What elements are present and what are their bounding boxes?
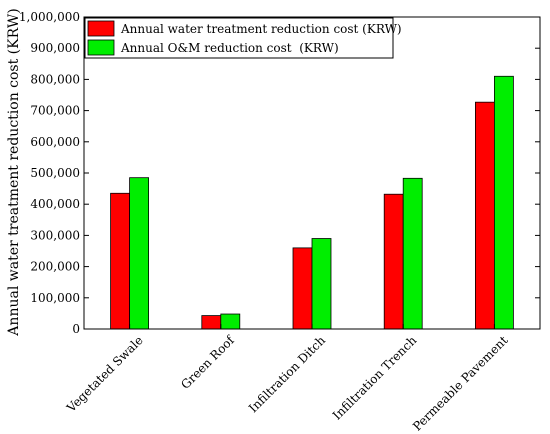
- y-tick-label: 200,000: [30, 260, 80, 274]
- y-axis-title: Annual water treatment reduction cost (K…: [6, 8, 22, 336]
- bar-om-2: [311, 238, 332, 330]
- y-tick-label: 700,000: [30, 104, 80, 118]
- y-tick-label: 1,000,000: [19, 10, 80, 24]
- legend-swatch: [87, 20, 115, 37]
- legend-box: [84, 17, 394, 59]
- bar-water-treatment-0: [110, 192, 130, 330]
- y-tick-label: 400,000: [30, 197, 80, 211]
- bar-water-treatment-4: [474, 101, 495, 330]
- y-tick-label: 900,000: [30, 41, 80, 55]
- y-tick-label: 100,000: [30, 291, 80, 305]
- legend-entry: Annual O&M reduction cost (KRW): [120, 41, 339, 55]
- legend-swatch: [87, 39, 115, 56]
- x-category-label: Permeable Pavement: [410, 333, 511, 434]
- bar-water-treatment-1: [201, 315, 222, 330]
- y-tick-label: 300,000: [30, 228, 80, 242]
- x-category-label: Green Roof: [178, 332, 238, 392]
- y-tick-label: 0: [72, 322, 80, 336]
- legend-entry: Annual water treatment reduction cost (K…: [120, 22, 402, 36]
- x-category-label: Infiltration Ditch: [246, 333, 328, 415]
- bar-om-1: [220, 313, 241, 330]
- bar-om-0: [129, 177, 150, 330]
- y-tick-label: 500,000: [30, 166, 80, 180]
- legend: Annual water treatment reduction cost (K…: [84, 17, 402, 59]
- bar-water-treatment-2: [292, 247, 313, 330]
- x-category-label: Vegetated Swale: [63, 333, 145, 415]
- bar-om-4: [493, 75, 514, 330]
- bar-water-treatment-3: [383, 193, 404, 330]
- plot-frame: [83, 16, 541, 330]
- bar-om-3: [402, 177, 423, 330]
- x-category-label: Infiltration Trench: [330, 333, 420, 423]
- y-tick-label: 600,000: [30, 135, 80, 149]
- y-tick-label: 800,000: [30, 72, 80, 86]
